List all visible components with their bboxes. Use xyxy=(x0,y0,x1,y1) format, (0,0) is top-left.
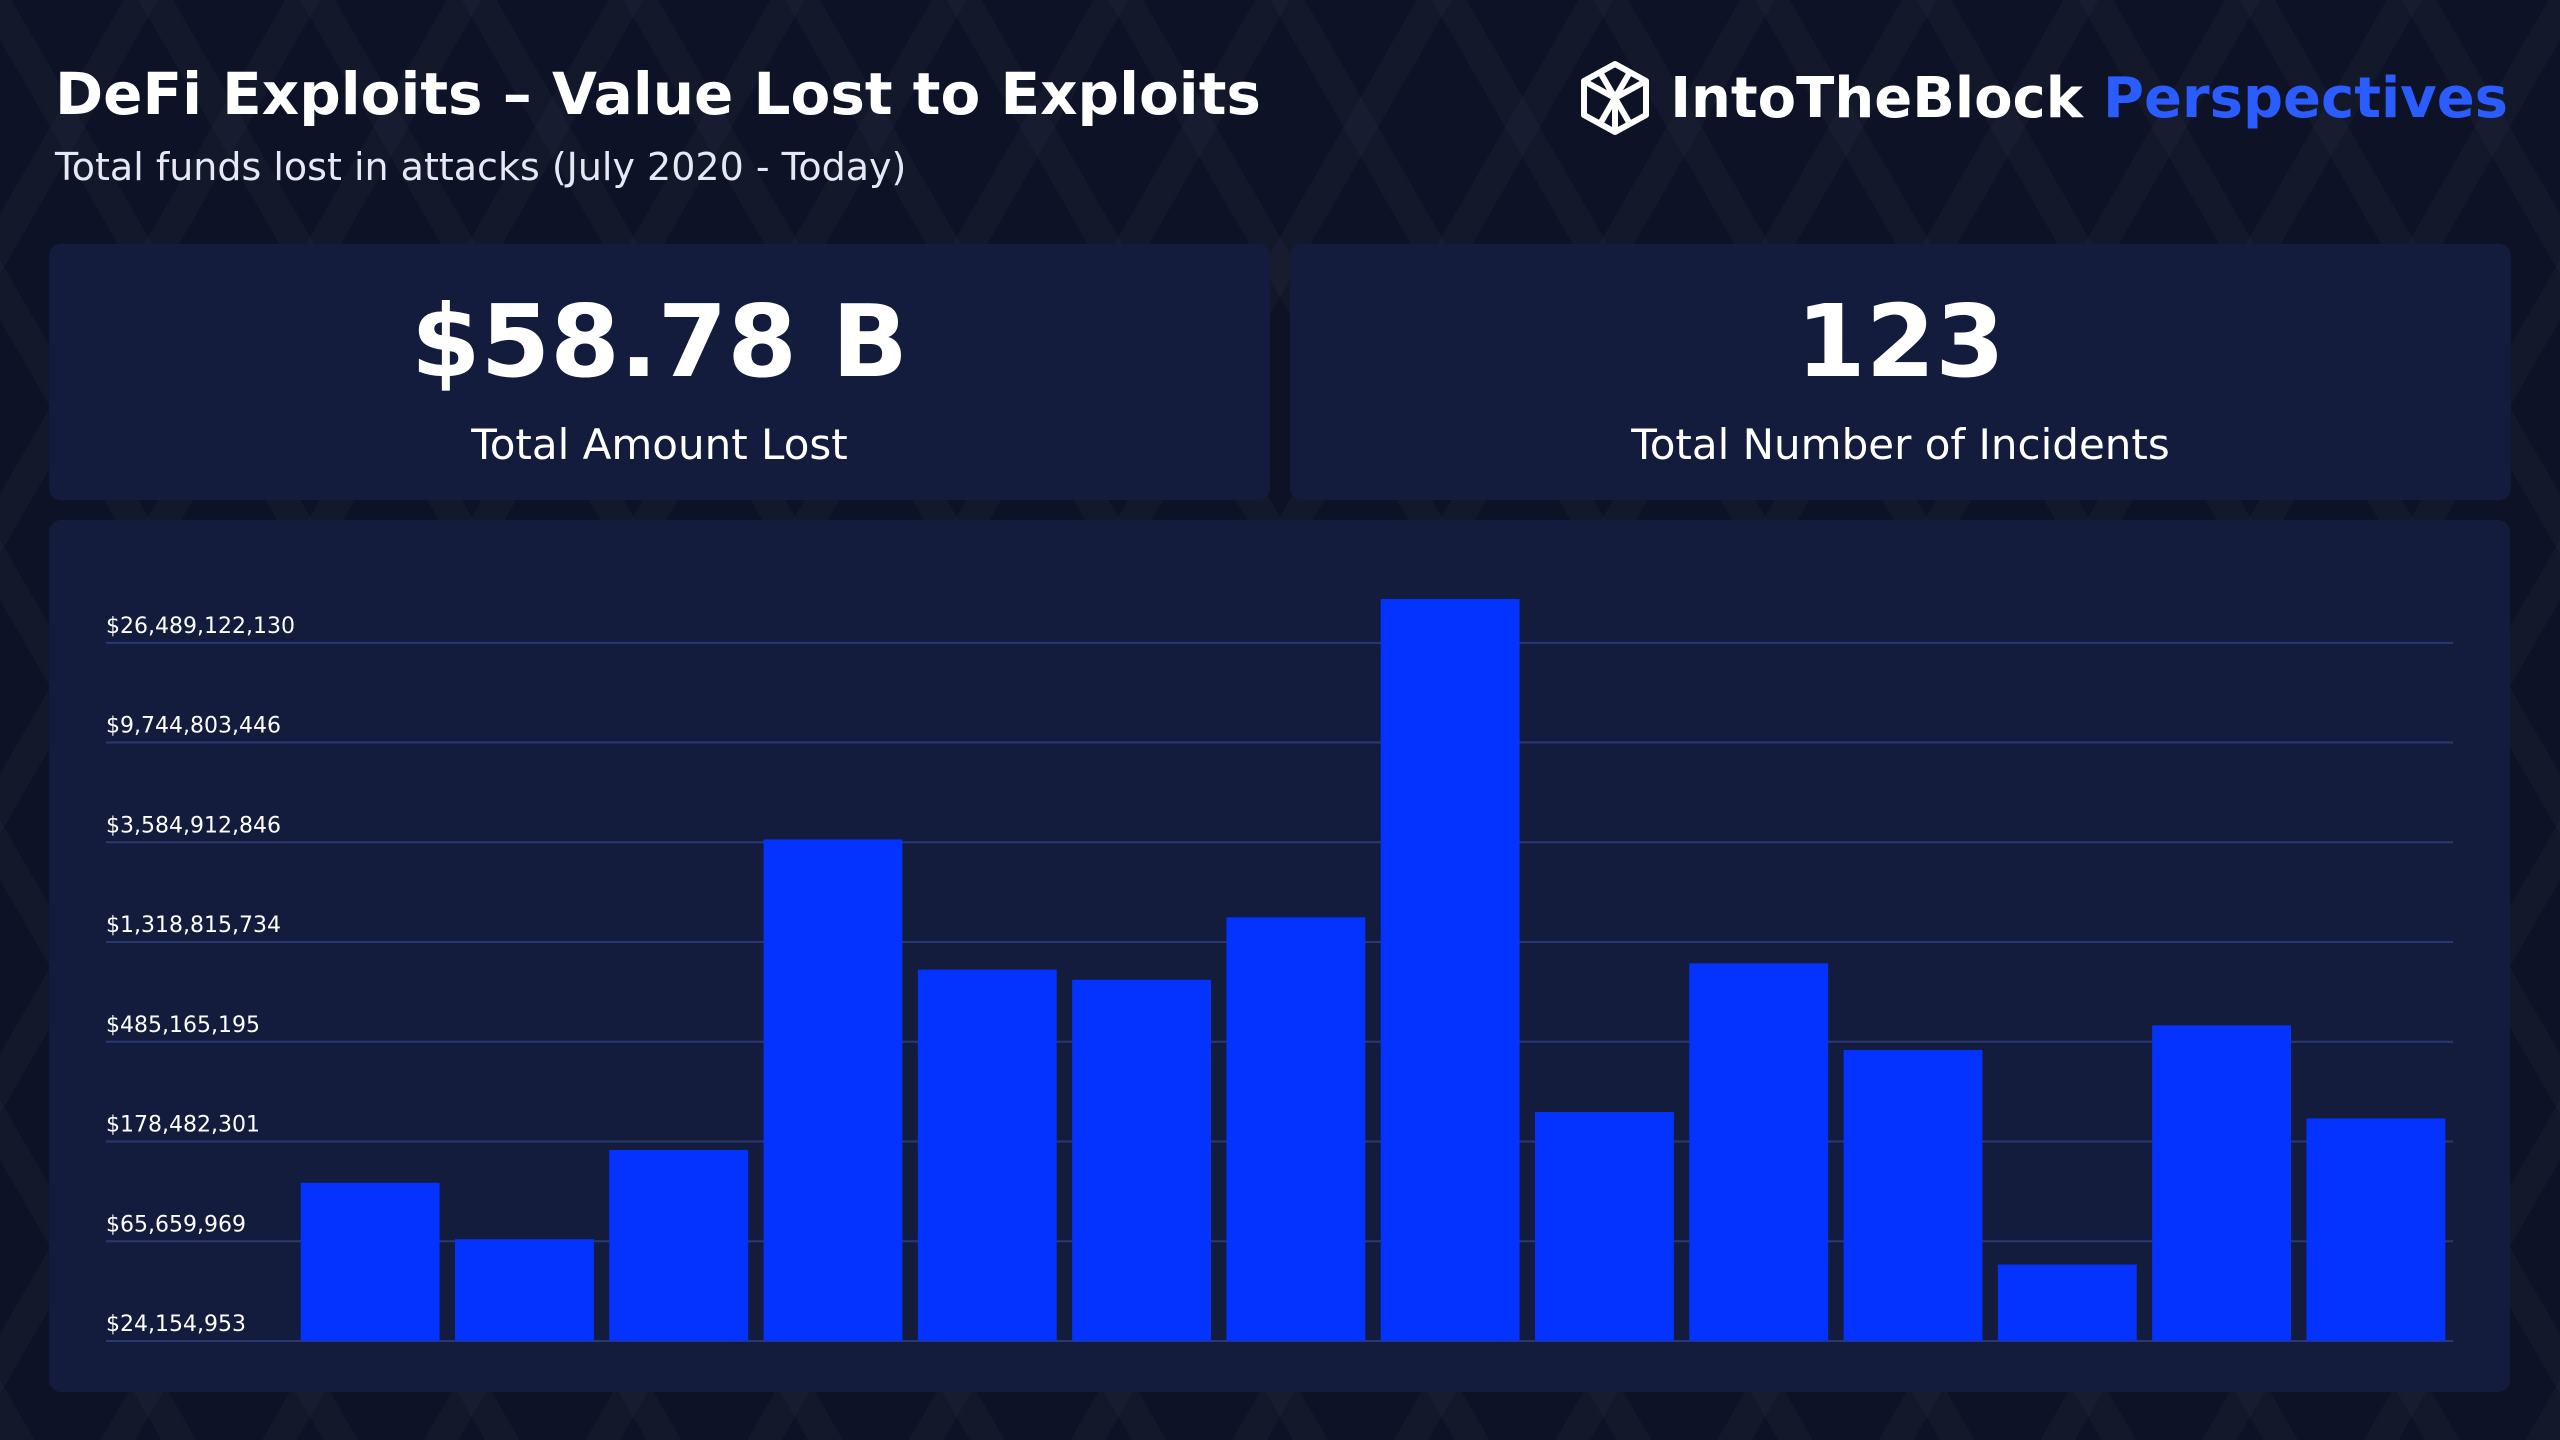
brand-name: IntoTheBlock xyxy=(1670,65,2083,131)
bar xyxy=(2152,1025,2291,1341)
y-tick-label: $9,744,803,446 xyxy=(106,714,281,739)
stat-card: 123 Total Number of Incidents xyxy=(1290,244,2511,500)
bar xyxy=(300,1182,440,1341)
y-tick-label: $1,318,815,734 xyxy=(106,913,281,938)
stat-value: 123 xyxy=(1796,283,2005,400)
stat-value: $58.78 B xyxy=(411,283,908,400)
brand: IntoTheBlock Perspectives xyxy=(1580,60,2508,136)
bar xyxy=(763,839,903,1341)
stat-label: Total Number of Incidents xyxy=(1631,420,2170,469)
stat-label: Total Amount Lost xyxy=(471,420,848,469)
brand-suffix: Perspectives xyxy=(2102,65,2508,131)
bar xyxy=(1226,917,1366,1341)
y-tick-label: $26,489,122,130 xyxy=(106,614,295,639)
chart: $24,154,953 $65,659,969 $178,482,301 $485,1… xyxy=(49,520,2510,1392)
y-tick-label: $3,584,912,846 xyxy=(106,813,281,838)
bar xyxy=(1997,1264,2137,1341)
bar xyxy=(609,1149,749,1341)
bar xyxy=(917,969,1057,1341)
bar xyxy=(1380,599,1520,1341)
title: DeFi Exploits – Value Lost to Exploits xyxy=(55,60,1261,128)
y-tick-label: $24,154,953 xyxy=(106,1312,246,1337)
bar xyxy=(2306,1118,2446,1341)
bar xyxy=(1843,1049,1983,1341)
bar xyxy=(455,1239,594,1341)
bar xyxy=(1535,1111,1674,1341)
y-tick-label: $485,165,195 xyxy=(106,1013,260,1038)
y-tick-label: $65,659,969 xyxy=(106,1212,246,1237)
bar xyxy=(1689,963,1829,1341)
brand-logo xyxy=(1581,61,1650,135)
stat-card: $58.78 B Total Amount Lost xyxy=(49,244,1270,500)
bar xyxy=(1072,979,1211,1341)
y-tick-label: $178,482,301 xyxy=(106,1113,260,1138)
subtitle: Total funds lost in attacks (July 2020 -… xyxy=(55,145,907,189)
